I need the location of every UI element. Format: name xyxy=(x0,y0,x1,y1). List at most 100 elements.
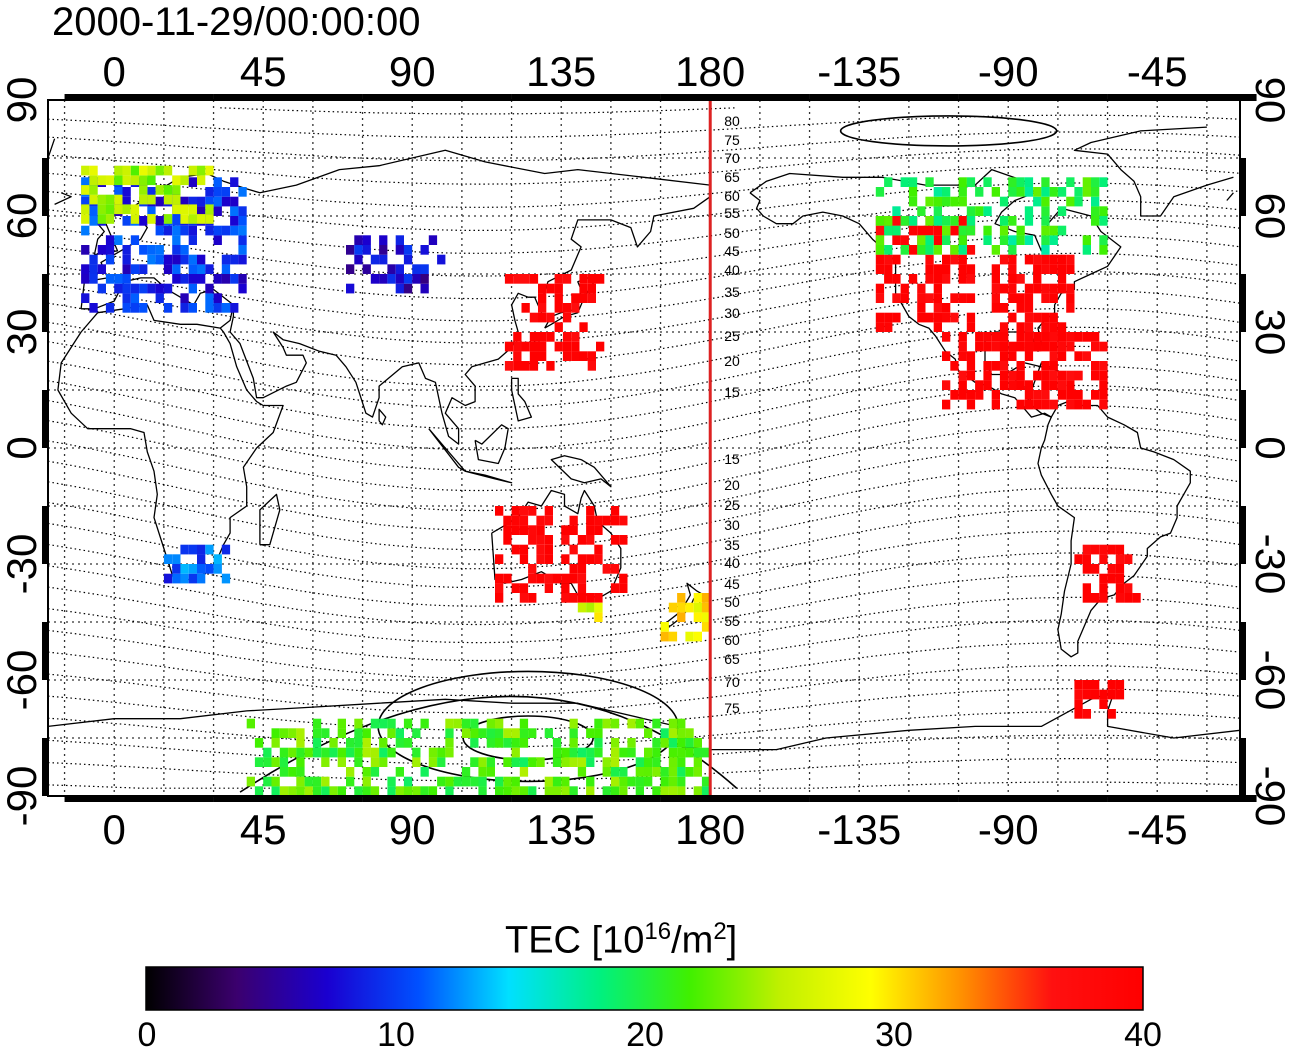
tec-cell xyxy=(503,776,512,787)
tec-cell xyxy=(387,786,396,796)
coastline xyxy=(229,196,711,445)
tec-cell xyxy=(205,293,214,303)
tec-cell xyxy=(942,216,951,226)
tec-cell xyxy=(562,312,572,323)
magnetic-lat-label: 60 xyxy=(724,188,740,204)
tec-cell xyxy=(1099,245,1108,255)
tec-cell xyxy=(958,293,967,303)
tec-cell xyxy=(908,225,918,236)
tec-cell xyxy=(1041,370,1050,381)
tec-cell xyxy=(420,245,429,255)
tec-cell xyxy=(246,776,255,787)
tec-cell xyxy=(627,776,636,787)
tec-cell xyxy=(577,583,587,593)
tec-cell xyxy=(701,612,711,622)
tec-cell xyxy=(139,303,148,313)
tec-cell xyxy=(544,728,553,738)
tec-cell xyxy=(950,390,959,400)
tec-cell xyxy=(155,245,164,255)
tec-cell xyxy=(1091,370,1100,381)
tec-cell xyxy=(511,747,520,758)
tec-cell xyxy=(513,341,522,352)
tec-cell xyxy=(908,187,918,197)
tec-cell xyxy=(966,322,976,332)
coastline xyxy=(48,126,1234,217)
tec-cell xyxy=(81,245,90,255)
tec-cell xyxy=(461,776,471,787)
tec-cell xyxy=(403,718,413,729)
tec-cell xyxy=(130,283,140,294)
tec-cell xyxy=(379,254,388,265)
tec-cell xyxy=(1008,274,1017,284)
magnetic-lat-label: 30 xyxy=(724,517,740,533)
tec-cell xyxy=(172,554,181,564)
magnetic-lat-label: 75 xyxy=(724,132,740,148)
tec-cell xyxy=(147,165,156,176)
tec-cell xyxy=(370,718,380,729)
tec-cell xyxy=(230,177,239,187)
tec-cell xyxy=(693,593,702,603)
tec-cell xyxy=(958,351,967,361)
tec-cell xyxy=(221,187,231,197)
tec-cell xyxy=(155,196,164,207)
tec-cell xyxy=(950,225,959,236)
tec-cell xyxy=(652,718,661,729)
tec-cell xyxy=(1033,399,1042,410)
tec-cell xyxy=(478,728,487,738)
tec-cell xyxy=(1082,680,1091,690)
tec-cell xyxy=(188,204,197,215)
tec-cell xyxy=(403,254,413,265)
tec-cell xyxy=(1074,699,1083,709)
tec-cell xyxy=(188,235,197,245)
frame-tick-bar xyxy=(511,795,661,802)
tec-cell xyxy=(652,786,661,796)
tec-cell xyxy=(428,786,438,796)
tec-cell xyxy=(958,390,967,400)
tec-cell xyxy=(519,583,529,593)
frame-tick-bar xyxy=(1239,274,1246,332)
tec-cell xyxy=(966,351,976,361)
tec-cell xyxy=(1074,370,1083,381)
tec-cell xyxy=(1024,293,1034,303)
tec-cell xyxy=(387,747,396,758)
frame-tick-bar xyxy=(1239,158,1246,216)
tec-cell xyxy=(677,767,686,777)
tec-cell xyxy=(205,187,214,197)
frame-tick-bar xyxy=(42,506,49,564)
tec-cell xyxy=(892,235,901,245)
tec-cell xyxy=(337,728,346,738)
tec-cell xyxy=(1008,216,1017,226)
tec-cell xyxy=(999,196,1009,207)
tec-cell xyxy=(412,728,421,738)
tec-cell xyxy=(172,274,181,284)
tec-cell xyxy=(571,293,580,303)
tec-cell xyxy=(180,274,189,284)
tec-cell xyxy=(1066,399,1075,410)
tec-cell xyxy=(172,194,181,205)
tec-cell xyxy=(587,283,596,294)
tec-cell xyxy=(950,196,959,207)
tec-cell xyxy=(554,274,563,284)
tec-cell xyxy=(453,718,462,729)
tec-cell xyxy=(1049,225,1058,236)
tec-cell xyxy=(942,303,951,313)
tec-cell xyxy=(685,631,694,642)
tec-cell xyxy=(577,602,587,613)
colorbar xyxy=(145,966,1144,1011)
tec-cell xyxy=(105,175,115,186)
tec-cell xyxy=(579,322,588,332)
tec-cell xyxy=(412,274,421,284)
tec-cell xyxy=(221,225,231,236)
lat-tick-label-left: -30 xyxy=(0,534,45,595)
tec-cell xyxy=(1099,370,1108,381)
tec-cell xyxy=(561,583,570,593)
colorbar-title-exponent: 16 xyxy=(644,918,672,945)
tec-cell xyxy=(495,583,504,593)
tec-cell xyxy=(263,776,272,787)
frame-tick-bar xyxy=(213,94,363,101)
tec-cell xyxy=(917,312,926,323)
tec-cell xyxy=(999,283,1009,294)
tec-cell xyxy=(470,728,479,738)
lon-tick-label-top: 180 xyxy=(675,48,745,95)
tec-cell xyxy=(1049,380,1058,390)
